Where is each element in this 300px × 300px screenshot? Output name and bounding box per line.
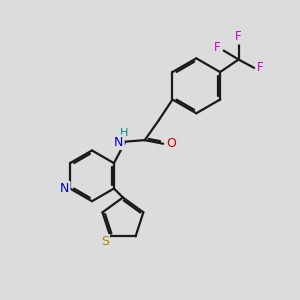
Text: N: N [114, 136, 123, 149]
Text: O: O [166, 137, 175, 150]
Text: F: F [257, 61, 264, 74]
Text: S: S [101, 235, 109, 248]
Text: F: F [214, 41, 221, 54]
Text: F: F [235, 30, 242, 43]
Text: H: H [120, 128, 128, 138]
Text: N: N [60, 182, 69, 195]
